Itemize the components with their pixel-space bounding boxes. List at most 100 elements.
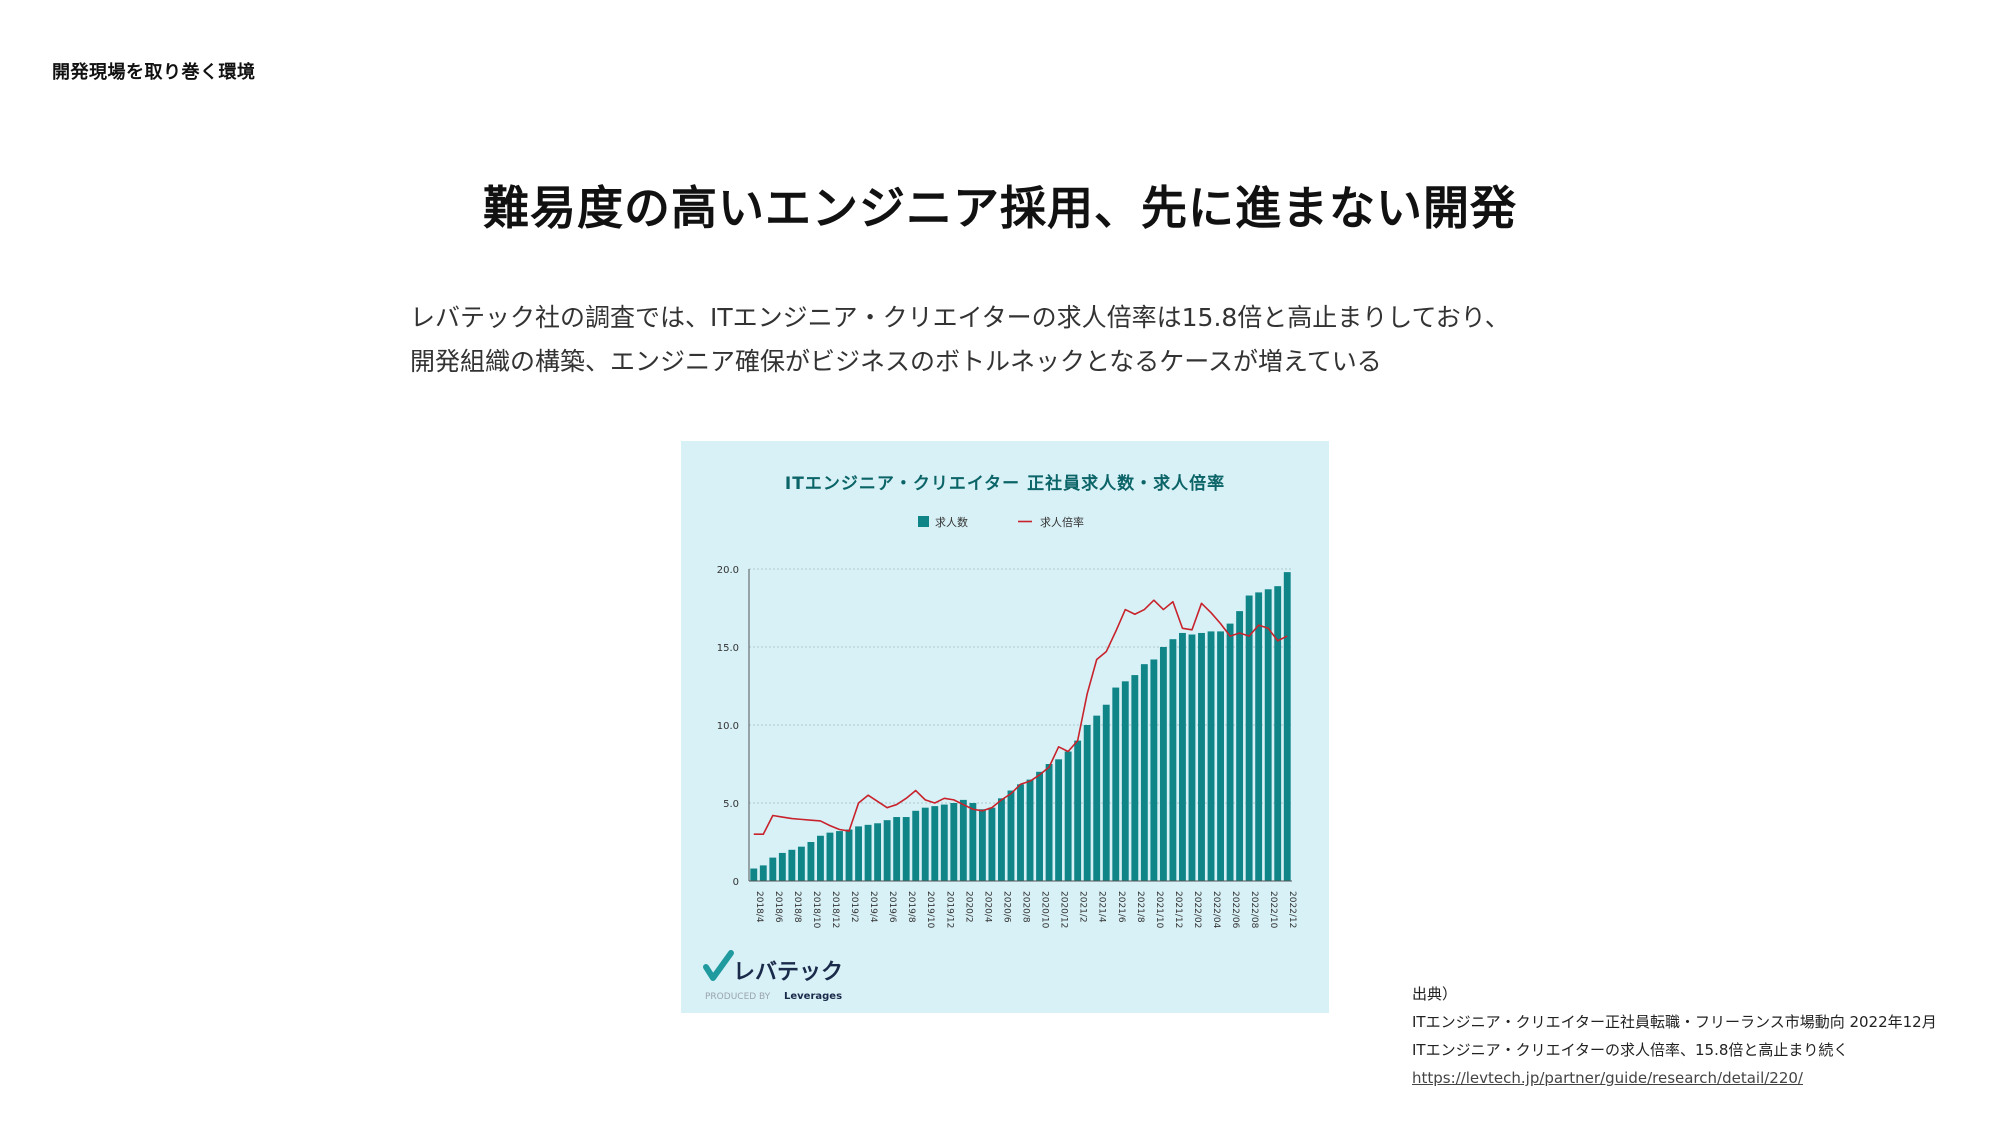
bar — [1074, 740, 1082, 881]
brand-tagline-name: Leverages — [784, 991, 842, 1002]
bar — [931, 806, 939, 881]
section-label: 開発現場を取り巻く環境 — [52, 62, 256, 83]
x-tick-label: 2022/02 — [1192, 891, 1202, 928]
source-line-2: ITエンジニア・クリエイターの求人倍率、15.8倍と高止まり続く — [1412, 1041, 1849, 1059]
x-tick-label: 2020/10 — [1040, 891, 1050, 929]
bar — [1064, 751, 1072, 881]
check-logo-icon — [703, 950, 734, 981]
x-tick-label: 2022/12 — [1287, 891, 1297, 928]
bar — [1264, 589, 1272, 881]
bar — [1045, 764, 1053, 881]
legend-bar-swatch — [918, 516, 929, 527]
line-series — [753, 599, 1288, 836]
bar — [797, 846, 805, 881]
bar — [845, 829, 853, 881]
bar — [950, 803, 958, 881]
y-tick-label: 15.0 — [717, 643, 739, 654]
y-tick-label: 0 — [733, 877, 739, 888]
source-label: 出典） — [1412, 985, 1458, 1003]
x-tick-label: 2021/6 — [1116, 891, 1126, 923]
bar — [788, 849, 796, 881]
bar — [893, 817, 901, 881]
chart-legend: 求人数 求人倍率 — [918, 515, 1084, 529]
bar — [1283, 572, 1291, 881]
bar — [1217, 631, 1224, 881]
bar — [1198, 632, 1205, 881]
bar — [826, 832, 834, 881]
bar — [759, 865, 767, 881]
y-tick-label: 10.0 — [717, 721, 739, 732]
x-tick-label: 2020/8 — [1021, 891, 1031, 923]
bar — [874, 823, 882, 881]
x-tick-label: 2022/06 — [1230, 891, 1240, 929]
x-tick-label: 2022/08 — [1249, 891, 1259, 929]
bar — [1179, 632, 1186, 881]
bar — [1150, 659, 1158, 881]
bar — [1102, 704, 1110, 881]
source-link[interactable]: https://levtech.jp/partner/guide/researc… — [1412, 1069, 1803, 1087]
body-text: レバテック社の調査では、ITエンジニア・クリエイターの求人倍率は15.8倍と高止… — [410, 296, 1710, 384]
brand-tagline-prefix: PRODUCED BY — [705, 992, 771, 1002]
legend-bar-label: 求人数 — [935, 516, 968, 529]
bar — [1083, 725, 1091, 881]
bar — [807, 842, 815, 881]
bar — [1236, 611, 1244, 881]
bar — [778, 852, 786, 881]
bar — [1274, 586, 1282, 881]
bar — [998, 798, 1005, 881]
x-tick-label: 2019/10 — [925, 891, 935, 929]
bar — [1159, 647, 1167, 881]
body-line-1: レバテック社の調査では、ITエンジニア・クリエイターの求人倍率は15.8倍と高止… — [410, 303, 1510, 332]
bar — [1026, 779, 1034, 881]
x-tick-label: 2019/8 — [906, 891, 916, 923]
bar — [817, 835, 824, 881]
bar — [940, 804, 948, 881]
bar — [1121, 681, 1129, 881]
y-tick-label: 20.0 — [717, 565, 739, 576]
x-tick-label: 2021/10 — [1154, 891, 1164, 929]
bar — [769, 857, 777, 881]
bar — [1131, 675, 1139, 881]
y-axis-ticks: 0 5.0 10.0 15.0 20.0 — [717, 565, 739, 888]
x-tick-label: 2021/12 — [1173, 891, 1183, 928]
bar — [1140, 664, 1148, 881]
page-title: 難易度の高いエンジニア採用、先に進まない開発 — [483, 181, 1517, 235]
chart-title: ITエンジニア・クリエイター 正社員求人数・求人倍率 — [785, 473, 1225, 494]
bar — [1245, 595, 1253, 881]
bar — [1207, 631, 1215, 881]
bar — [988, 807, 996, 881]
x-tick-label: 2018/12 — [830, 891, 840, 928]
bar — [1007, 790, 1015, 881]
bar — [969, 803, 977, 881]
bar — [883, 820, 891, 881]
x-tick-label: 2019/2 — [849, 891, 859, 923]
bar — [750, 868, 758, 881]
body-line-2: 開発組織の構築、エンジニア確保がビジネスのボトルネックとなるケースが増えている — [410, 347, 1382, 376]
ratio-line — [753, 599, 1288, 836]
chart-container: ITエンジニア・クリエイター 正社員求人数・求人倍率 求人数 求人倍率 0 5.0… — [681, 441, 1329, 1013]
bar — [1226, 623, 1234, 881]
bar — [912, 810, 920, 881]
bar — [1169, 639, 1177, 881]
bar — [921, 807, 929, 881]
x-tick-label: 2018/10 — [811, 891, 821, 929]
x-tick-label: 2022/04 — [1211, 891, 1221, 929]
x-tick-label: 2019/4 — [868, 891, 878, 923]
bar — [1112, 687, 1120, 881]
source-citation: 出典） ITエンジニア・クリエイター正社員転職・フリーランス市場動向 2022年… — [1412, 980, 1992, 1092]
bar — [836, 831, 843, 881]
x-tick-label: 2018/8 — [792, 891, 802, 923]
x-tick-label: 2019/12 — [944, 891, 954, 928]
x-tick-label: 2018/4 — [754, 891, 764, 923]
x-tick-label: 2020/6 — [1001, 891, 1011, 923]
bar — [1188, 634, 1196, 881]
brand-logo: レバテック PRODUCED BY Leverages — [703, 950, 843, 1002]
bar — [1036, 771, 1043, 881]
bar — [1255, 592, 1263, 881]
source-line-1: ITエンジニア・クリエイター正社員転職・フリーランス市場動向 2022年12月 — [1412, 1013, 1937, 1031]
x-tick-label: 2022/10 — [1268, 891, 1278, 929]
brand-name: レバテック — [733, 960, 843, 985]
legend-line-label: 求人倍率 — [1040, 515, 1084, 529]
x-tick-label: 2021/4 — [1097, 891, 1107, 923]
bar — [1017, 784, 1024, 881]
